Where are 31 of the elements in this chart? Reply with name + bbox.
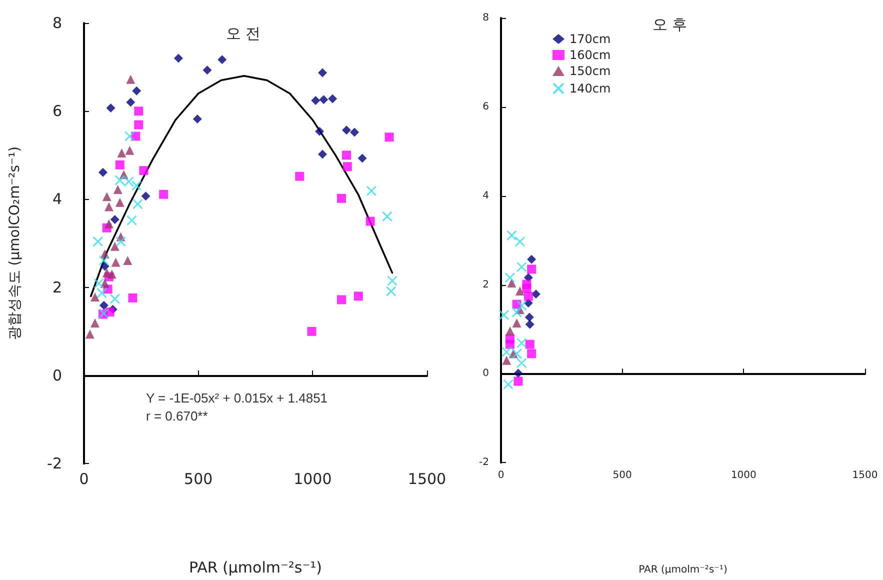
legend-label: 140cm [570, 82, 611, 96]
y-tick-label: 4 [52, 190, 62, 208]
y-tick-label: -2 [47, 454, 62, 473]
x-tick-label: 500 [612, 470, 632, 482]
y-tick-label: 8 [52, 14, 62, 32]
legend-label: 150cm [570, 64, 611, 78]
x-tick-label: 0 [79, 470, 89, 488]
x-tick-label: 1000 [730, 470, 756, 482]
legend-label: 160cm [570, 48, 611, 62]
chart-title: 오 전 [226, 24, 261, 42]
y-tick-label: 2 [52, 278, 62, 296]
x-tick-label: 1500 [852, 470, 878, 482]
y-axis-title: 광합성속도 (μmolCO₂m⁻²s⁻¹) [7, 146, 23, 340]
x-tick-label: 1000 [294, 470, 332, 488]
x-tick-label: 1500 [408, 470, 446, 488]
y-tick-label: 0 [52, 366, 62, 384]
x-axis-title: PAR (μmolm⁻²s⁻¹) [188, 558, 322, 576]
y-tick-label: 8 [482, 12, 489, 24]
chart-title: 오 후 [652, 16, 688, 34]
y-tick-label: 6 [482, 101, 489, 112]
y-tick-label: 0 [482, 368, 489, 380]
x-axis-title: PAR (μmolm⁻²s⁻¹) [638, 564, 728, 576]
y-tick-label: 4 [482, 190, 489, 202]
legend-label: 170cm [570, 32, 611, 46]
x-tick-label: 500 [184, 470, 213, 488]
y-tick-label: 2 [482, 279, 489, 290]
x-tick-label: 0 [498, 470, 504, 482]
annotation: Y = -1E-05x² + 0.015x + 1.4851 [146, 390, 328, 406]
y-tick-label: 6 [52, 102, 62, 120]
y-tick-label: -2 [479, 457, 489, 468]
annotation: r = 0.670** [146, 408, 208, 424]
